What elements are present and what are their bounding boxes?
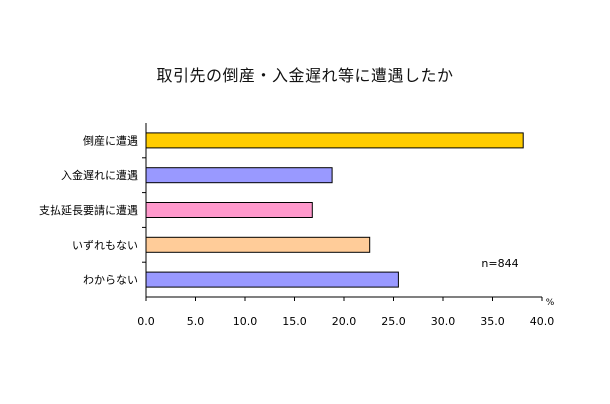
x-tick-label: 35.0 [480,315,505,328]
bar [145,132,524,149]
category-label: いずれもない [72,239,138,252]
bar [145,202,313,218]
x-tick-label: 20.0 [332,315,357,328]
x-tick-label: 15.0 [282,315,307,328]
x-tick-label: 0.0 [137,315,155,328]
category-label: 支払延長要請に遭遇 [39,203,138,217]
x-tick-label: 40.0 [530,315,555,328]
x-unit-label: % [546,298,555,308]
sample-size-annotation: n=844 [481,257,518,270]
x-tick-label: 10.0 [233,315,258,328]
category-label: 倒産に遭遇 [83,133,138,147]
bar [145,236,371,253]
category-label: 入金遅れに遭遇 [61,168,138,182]
x-tick-label: 30.0 [431,315,456,328]
category-label: わからない [83,274,138,287]
bar [145,167,333,184]
x-tick-label: 5.0 [187,315,205,328]
bar [145,271,399,288]
chart-title: 取引先の倒産・入金遅れ等に遭遇したか [156,66,454,85]
x-tick-label: 25.0 [381,315,406,328]
